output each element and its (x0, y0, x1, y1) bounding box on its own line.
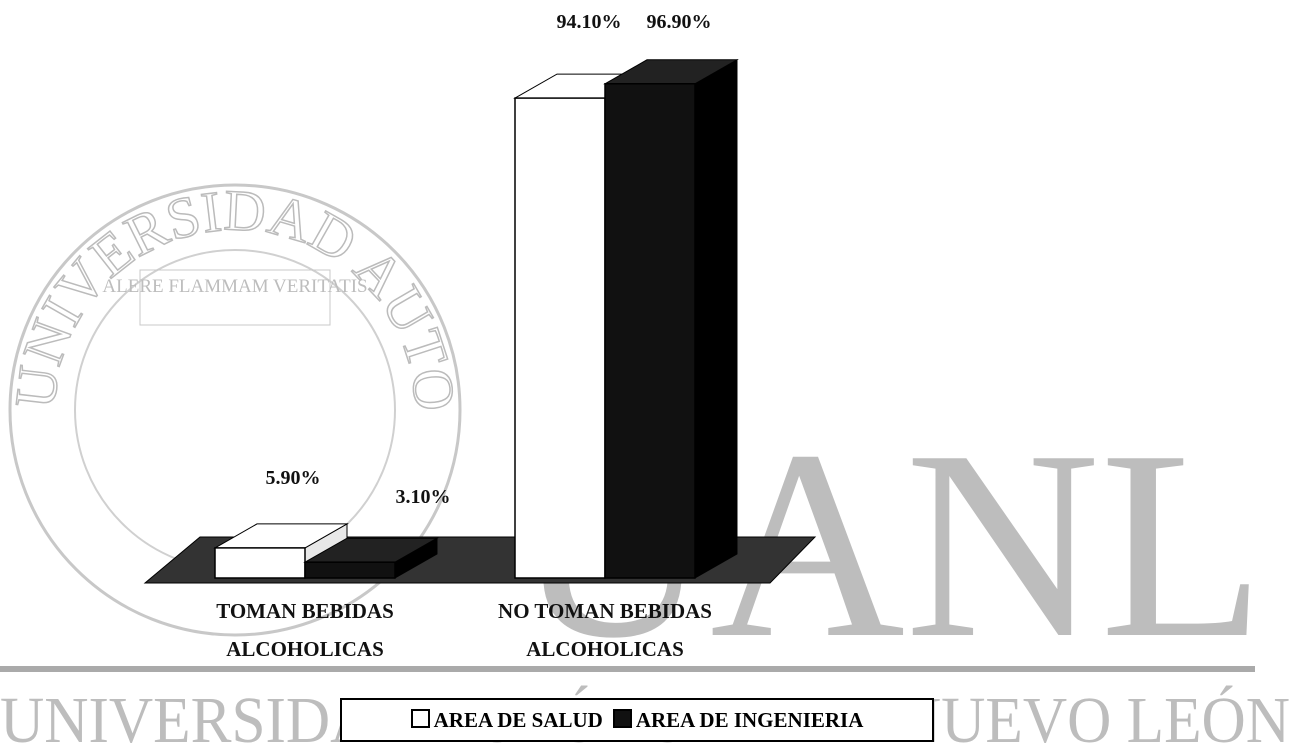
bar-side (694, 58, 738, 579)
bar (514, 97, 606, 579)
motto-box (139, 269, 331, 326)
value-label: 3.10% (396, 486, 451, 508)
bar (604, 83, 696, 579)
seal-inner (74, 249, 396, 571)
motto: ALERE FLAMMAM VERITATIS (102, 276, 367, 297)
legend-swatch (612, 708, 632, 728)
seal-text: UNIVERSIDAD AUTONOMA DE NUEVO LEON (0, 0, 468, 414)
value-label: 94.10% (557, 11, 622, 33)
rule (0, 666, 1255, 672)
bar (214, 547, 306, 579)
value-label: 96.90% (647, 11, 712, 33)
legend-swatch (410, 708, 430, 728)
seal-text-path: UNIVERSIDAD AUTONOMA DE NUEVO LEON (0, 0, 469, 415)
seal-ring (8, 183, 462, 637)
value-label: 5.90% (266, 467, 321, 489)
legend-item: AREA DE SALUD (410, 707, 603, 733)
legend-label: AREA DE INGENIERIA (635, 707, 864, 732)
legend-label: AREA DE SALUD (433, 707, 603, 732)
legend-item: AREA DE INGENIERIA (612, 707, 864, 733)
bar (304, 561, 396, 579)
x-tick-label: TOMAN BEBIDAS ALCOHOLICAS (216, 599, 394, 661)
x-tick-label: NO TOMAN BEBIDAS ALCOHOLICAS (498, 599, 712, 661)
legend: AREA DE SALUD AREA DE INGENIERIA (340, 698, 934, 742)
